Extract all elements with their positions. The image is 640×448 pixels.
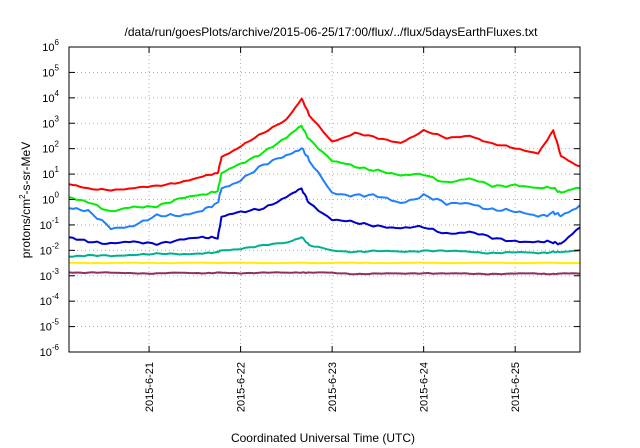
x-tick-labels: 2015-6-21 2015-6-22 2015-6-23 2015-6-24 2015… bbox=[144, 362, 522, 412]
x-tick-label: 2015-6-24 bbox=[419, 362, 431, 412]
tick-layer bbox=[69, 46, 580, 353]
x-tick-label: 2015-6-22 bbox=[236, 362, 248, 412]
y-tick-label: 10-3 bbox=[40, 267, 60, 283]
y-tick-label: 10-2 bbox=[40, 241, 60, 257]
series-layer bbox=[68, 97, 581, 276]
series-line-3 bbox=[68, 147, 581, 231]
y-tick-label: 10-4 bbox=[40, 292, 60, 308]
x-axis-label: Coordinated Universal Time (UTC) bbox=[231, 431, 415, 445]
grid-layer bbox=[69, 47, 580, 352]
y-tick-label: 101 bbox=[42, 165, 59, 181]
series-line-1 bbox=[68, 97, 581, 192]
y-tick-label: 105 bbox=[42, 63, 59, 79]
y-tick-label: 10-6 bbox=[40, 343, 60, 359]
x-tick-label: 2015-6-23 bbox=[327, 362, 339, 412]
y-tick-label: 103 bbox=[42, 114, 59, 130]
series-line-5 bbox=[68, 236, 581, 258]
series-line-7 bbox=[68, 271, 581, 276]
series-line-6 bbox=[68, 261, 581, 265]
y-tick-labels: 10-6 10-5 10-4 10-3 10-2 10-1 100 101 102 103 104 1… bbox=[40, 38, 60, 359]
y-tick-label: 100 bbox=[42, 191, 59, 207]
y-axis-label: protons/cm2-s-sr-MeV bbox=[18, 142, 33, 258]
y-tick-label: 10-1 bbox=[40, 216, 60, 232]
series-line-2 bbox=[68, 124, 581, 213]
chart-title: /data/run/goesPlots/archive/2015-06-25/1… bbox=[125, 25, 539, 39]
x-tick-label: 2015-6-21 bbox=[144, 362, 156, 412]
y-tick-label: 104 bbox=[42, 89, 59, 105]
y-tick-label: 102 bbox=[42, 140, 59, 156]
x-tick-label: 2015-6-25 bbox=[510, 362, 522, 412]
y-tick-label: 10-5 bbox=[40, 318, 60, 334]
series-line-4 bbox=[68, 187, 581, 246]
y-tick-label: 106 bbox=[42, 38, 59, 54]
